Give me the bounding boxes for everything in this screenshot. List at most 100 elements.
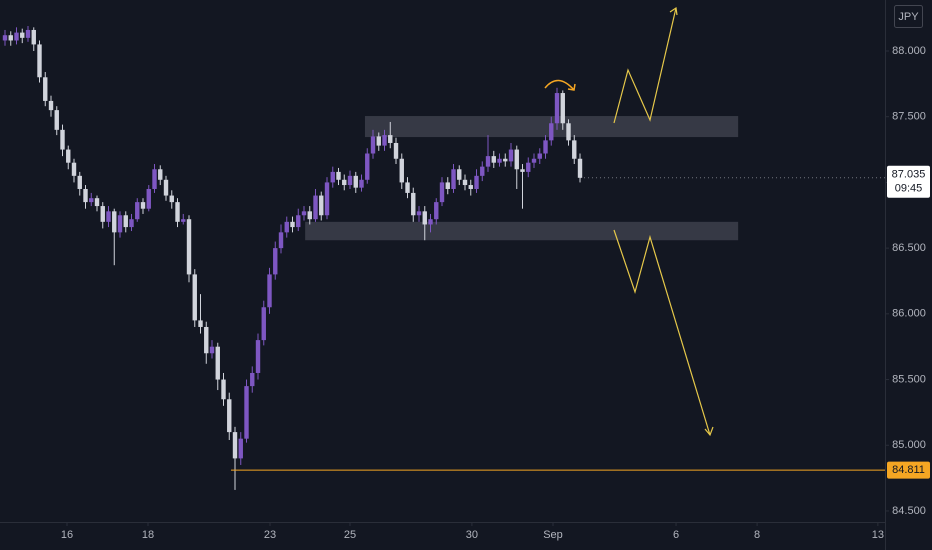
candle-body [232, 432, 238, 459]
candle-body [480, 166, 485, 176]
candle-body [359, 179, 364, 188]
candle-body [543, 140, 548, 154]
zone [305, 221, 739, 241]
candle-body [146, 188, 151, 209]
x-tick-label: Sep [543, 529, 563, 541]
candle-body [66, 149, 71, 163]
candle-body [370, 136, 376, 154]
candle-body [31, 29, 36, 45]
candle-body [83, 188, 88, 203]
y-tick-label: 85.500 [892, 373, 926, 385]
candle-body [181, 219, 186, 222]
candle-body [273, 248, 278, 275]
candle-body [215, 346, 220, 380]
y-tick-label: 85.000 [892, 439, 926, 451]
plot-area [2, 26, 739, 490]
candle-body [2, 35, 8, 41]
candle-body [422, 211, 427, 225]
candle-body [89, 198, 94, 203]
curve [544, 79, 575, 91]
candle-body [526, 162, 531, 172]
y-tick-label: 84.500 [892, 505, 926, 517]
candle-body [20, 32, 25, 38]
curve-head [567, 83, 576, 91]
candle-body [296, 215, 301, 228]
candle-body [135, 202, 140, 220]
candle-body [307, 211, 312, 220]
candle-body [250, 372, 255, 387]
candle-body [221, 379, 226, 400]
candle-body [313, 195, 318, 220]
x-tick-label: 30 [466, 529, 478, 541]
top-curve-arrow [544, 79, 576, 91]
candle-body [508, 149, 514, 162]
candle-body [301, 211, 307, 216]
candle-body [238, 438, 243, 459]
candle-body [77, 175, 82, 189]
candle-body [560, 93, 565, 124]
countdown: 09:45 [895, 183, 923, 195]
candle-body [485, 156, 491, 167]
candle-body [140, 202, 146, 209]
candle-body [284, 221, 289, 233]
candle-body [158, 169, 163, 180]
x-tick-label: 16 [61, 529, 73, 541]
candle-body [198, 320, 203, 327]
candle-body [267, 274, 272, 308]
candle-body [537, 153, 542, 159]
candle-body [14, 32, 19, 41]
candle-body [393, 142, 399, 159]
candle-body [554, 93, 560, 124]
candle-body [106, 211, 111, 222]
candle-body [416, 211, 422, 216]
candle-body [451, 169, 456, 189]
candle-body [261, 307, 266, 341]
candle-body [428, 219, 433, 225]
candle-body [8, 35, 13, 41]
up-arrow-head [669, 6, 678, 16]
candle-body [94, 198, 100, 207]
candle-body [227, 399, 232, 433]
candle-body [439, 182, 445, 203]
currency-box[interactable] [894, 5, 923, 28]
last-price-label: 87.035 [892, 169, 926, 181]
last-price-box [887, 165, 930, 198]
candle-body [129, 219, 134, 228]
candle-body [48, 100, 54, 111]
candle-body [209, 346, 215, 354]
candle-body [566, 123, 571, 141]
candle-body [336, 171, 341, 180]
x-tick-label: 23 [264, 529, 276, 541]
candle-body [462, 179, 468, 186]
candle-body [457, 169, 462, 180]
candle-body [60, 129, 65, 150]
candle-body [330, 171, 335, 183]
candle-body [497, 158, 502, 163]
projection-arrows [613, 6, 714, 437]
candle-body [244, 386, 249, 439]
candle-body [399, 158, 404, 183]
candle-body [54, 110, 59, 130]
candle-body [503, 158, 508, 162]
candle-body [491, 156, 496, 163]
candle-body [347, 175, 353, 186]
candle-body [71, 162, 77, 176]
x-tick-label: 18 [142, 529, 154, 541]
candle-body [290, 221, 295, 228]
low-price-label: 84.811 [892, 464, 925, 476]
y-tick-label: 86.500 [892, 242, 926, 254]
candle-body [388, 135, 393, 143]
candle-body [353, 175, 358, 188]
candle-body [365, 153, 370, 180]
candle-body [342, 179, 347, 186]
candle-body [474, 175, 479, 189]
up-arrow [613, 7, 677, 124]
down-arrow [613, 229, 711, 436]
candle-body [152, 169, 157, 189]
candle-body [549, 123, 554, 141]
candle-body [531, 158, 537, 163]
candle-body [25, 29, 31, 38]
candle-body [123, 215, 128, 228]
